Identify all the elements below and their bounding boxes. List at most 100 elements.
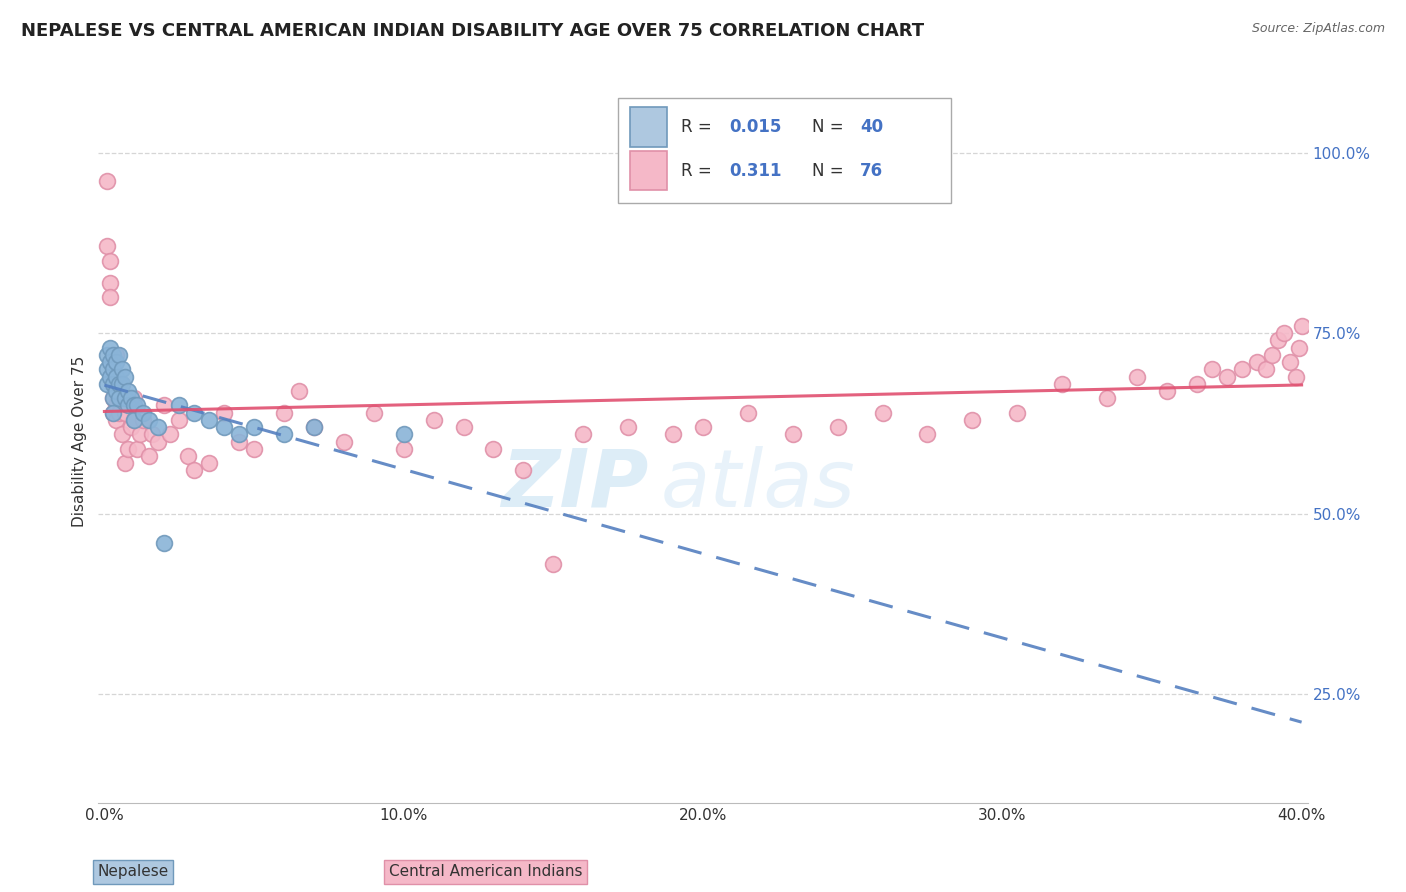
Point bbox=[1284, 369, 1306, 384]
Point bbox=[1291, 318, 1313, 333]
Point bbox=[1260, 348, 1282, 362]
Point bbox=[1246, 355, 1268, 369]
Point bbox=[120, 420, 142, 434]
Point bbox=[482, 442, 505, 456]
Point bbox=[243, 442, 266, 456]
Text: N =: N = bbox=[811, 161, 849, 179]
Point bbox=[1254, 362, 1277, 376]
Point bbox=[572, 427, 595, 442]
Point bbox=[1007, 406, 1029, 420]
Point bbox=[392, 427, 415, 442]
Point bbox=[96, 362, 118, 376]
Point bbox=[96, 239, 118, 253]
Point bbox=[1050, 376, 1073, 391]
Point bbox=[132, 413, 155, 427]
Point bbox=[302, 420, 325, 434]
Point bbox=[114, 406, 136, 420]
Text: Nepalese: Nepalese bbox=[97, 864, 169, 880]
Point bbox=[212, 420, 235, 434]
Point bbox=[108, 348, 131, 362]
Point bbox=[148, 420, 170, 434]
Point bbox=[662, 427, 685, 442]
Point bbox=[1267, 334, 1289, 348]
Text: 0.311: 0.311 bbox=[730, 161, 782, 179]
Point bbox=[228, 427, 250, 442]
Point bbox=[153, 535, 176, 549]
Point bbox=[1272, 326, 1295, 340]
Point bbox=[1230, 362, 1253, 376]
Point bbox=[103, 406, 125, 420]
Point bbox=[117, 442, 139, 456]
Point bbox=[105, 355, 128, 369]
Point bbox=[111, 362, 134, 376]
Point bbox=[333, 434, 356, 449]
Point bbox=[100, 290, 122, 304]
Point bbox=[363, 406, 385, 420]
Point bbox=[1126, 369, 1149, 384]
Point bbox=[127, 398, 149, 412]
Text: Central American Indians: Central American Indians bbox=[388, 864, 582, 880]
Point bbox=[159, 427, 181, 442]
Point bbox=[138, 413, 160, 427]
Point bbox=[148, 434, 170, 449]
Point bbox=[103, 376, 125, 391]
Point bbox=[108, 376, 131, 391]
Point bbox=[212, 406, 235, 420]
Point bbox=[117, 391, 139, 405]
Point bbox=[198, 413, 221, 427]
Point bbox=[108, 376, 131, 391]
Point bbox=[962, 413, 984, 427]
Point bbox=[103, 406, 125, 420]
Point bbox=[1201, 362, 1223, 376]
Point bbox=[111, 376, 134, 391]
Point bbox=[103, 391, 125, 405]
Point bbox=[105, 348, 128, 362]
Point bbox=[114, 369, 136, 384]
Text: ZIP: ZIP bbox=[501, 446, 648, 524]
Point bbox=[543, 558, 565, 572]
Point bbox=[453, 420, 475, 434]
FancyBboxPatch shape bbox=[630, 151, 666, 191]
Point bbox=[120, 391, 142, 405]
Point bbox=[105, 369, 128, 384]
Point bbox=[737, 406, 759, 420]
Point bbox=[105, 384, 128, 398]
Point bbox=[183, 406, 205, 420]
Text: 76: 76 bbox=[860, 161, 883, 179]
Y-axis label: Disability Age Over 75: Disability Age Over 75 bbox=[72, 356, 87, 527]
Point bbox=[111, 376, 134, 391]
Point bbox=[100, 369, 122, 384]
Point bbox=[617, 420, 640, 434]
Text: N =: N = bbox=[811, 119, 849, 136]
Text: R =: R = bbox=[682, 161, 717, 179]
Text: Source: ZipAtlas.com: Source: ZipAtlas.com bbox=[1251, 22, 1385, 36]
Point bbox=[917, 427, 939, 442]
Text: R =: R = bbox=[682, 119, 717, 136]
Point bbox=[100, 276, 122, 290]
Point bbox=[103, 348, 125, 362]
Point bbox=[103, 376, 125, 391]
Point bbox=[183, 463, 205, 477]
Point bbox=[100, 341, 122, 355]
Point bbox=[127, 442, 149, 456]
Point bbox=[273, 406, 295, 420]
Text: NEPALESE VS CENTRAL AMERICAN INDIAN DISABILITY AGE OVER 75 CORRELATION CHART: NEPALESE VS CENTRAL AMERICAN INDIAN DISA… bbox=[21, 22, 924, 40]
Point bbox=[129, 427, 152, 442]
Point bbox=[117, 398, 139, 412]
FancyBboxPatch shape bbox=[630, 107, 666, 147]
Point bbox=[1288, 341, 1310, 355]
Point bbox=[114, 456, 136, 470]
Point bbox=[138, 449, 160, 463]
Point bbox=[124, 413, 146, 427]
Point bbox=[96, 174, 118, 188]
Point bbox=[132, 406, 155, 420]
Point bbox=[96, 348, 118, 362]
Point bbox=[100, 355, 122, 369]
Point bbox=[108, 406, 131, 420]
Point bbox=[1095, 391, 1118, 405]
Point bbox=[512, 463, 534, 477]
Point bbox=[273, 427, 295, 442]
Point bbox=[141, 427, 163, 442]
Point bbox=[103, 362, 125, 376]
Text: 40: 40 bbox=[860, 119, 883, 136]
